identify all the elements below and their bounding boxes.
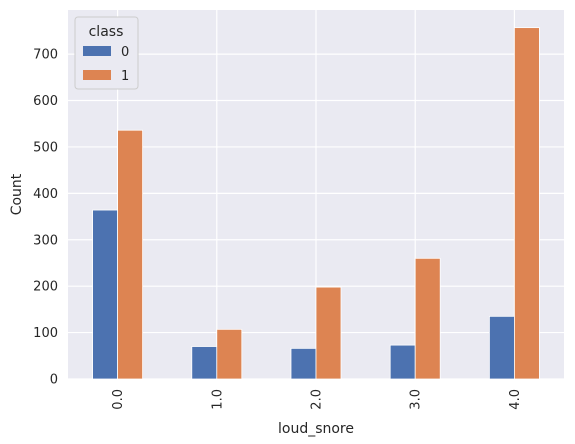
bar-series-0-3.0: [389, 344, 416, 380]
x-tick-label: 2.0: [310, 389, 325, 410]
y-tick-label: 200: [33, 280, 58, 295]
bar-series-0-1.0: [191, 346, 218, 380]
x-tick-label: 1.0: [210, 389, 225, 410]
x-tick-label: 3.0: [409, 389, 424, 410]
y-tick-label: 600: [33, 94, 58, 109]
x-axis-label: loud_snore: [278, 421, 354, 437]
y-tick-label: 500: [33, 140, 58, 155]
y-axis-label: Count: [9, 173, 25, 215]
y-tick-label: 0: [50, 373, 58, 388]
bar-series-1-4.0: [514, 27, 540, 380]
x-axis-ticks: 0.0 1.0 2.0 3.0 4.0: [111, 389, 523, 410]
y-tick-label: 300: [33, 233, 58, 248]
legend-label-0: 0: [121, 45, 129, 60]
legend-swatch-1: [83, 70, 111, 80]
y-tick-label: 400: [33, 187, 58, 202]
x-tick-label: 0.0: [111, 389, 126, 410]
y-tick-label: 700: [33, 48, 58, 63]
bar-series-1-1.0: [216, 328, 243, 380]
legend-label-1: 1: [121, 69, 129, 84]
bar-series-1-0.0: [117, 129, 143, 380]
legend-title: class: [89, 24, 124, 40]
bar-series-0-2.0: [290, 347, 317, 380]
y-tick-label: 100: [33, 326, 58, 341]
bar-series-1-2.0: [315, 286, 342, 380]
bars: [92, 27, 540, 380]
legend-swatch-0: [83, 46, 111, 56]
bar-series-0-0.0: [92, 209, 118, 380]
bar-series-1-3.0: [414, 257, 441, 380]
x-tick-label: 4.0: [508, 389, 523, 410]
y-axis-ticks: 0 100 200 300 400 500 600 700: [33, 48, 58, 388]
legend: class 0 1: [74, 16, 139, 90]
bar-series-0-4.0: [488, 315, 515, 380]
